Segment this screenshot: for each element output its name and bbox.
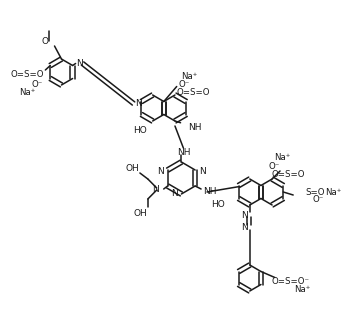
Text: OH: OH <box>133 210 147 219</box>
Text: N: N <box>171 188 177 197</box>
Text: Na⁺: Na⁺ <box>181 72 198 81</box>
Text: N: N <box>135 99 142 108</box>
Text: N: N <box>76 59 83 68</box>
Text: S=O: S=O <box>305 187 325 196</box>
Text: N: N <box>241 223 248 232</box>
Text: NH: NH <box>188 123 202 132</box>
Text: O=S=O: O=S=O <box>271 169 305 178</box>
Text: N: N <box>152 185 159 194</box>
Text: O=S=O: O=S=O <box>177 88 210 97</box>
Text: Na⁺: Na⁺ <box>325 187 341 196</box>
Text: O: O <box>41 36 49 45</box>
Text: Na⁺: Na⁺ <box>20 88 36 97</box>
Text: O⁻: O⁻ <box>268 162 280 171</box>
Text: N: N <box>157 166 164 175</box>
Text: O=S=O: O=S=O <box>11 70 44 79</box>
Text: Na⁺: Na⁺ <box>294 285 311 294</box>
Text: O⁻: O⁻ <box>31 80 43 89</box>
Text: O⁻: O⁻ <box>312 195 324 204</box>
Text: OH: OH <box>125 164 139 173</box>
Text: NH: NH <box>177 147 190 156</box>
Text: HO: HO <box>133 126 147 135</box>
Text: N: N <box>241 211 248 220</box>
Text: NH: NH <box>203 186 217 195</box>
Text: HO: HO <box>211 200 225 209</box>
Text: O=S=O⁻: O=S=O⁻ <box>272 277 310 286</box>
Text: N: N <box>199 166 206 175</box>
Text: Na⁺: Na⁺ <box>274 153 290 162</box>
Text: O⁻: O⁻ <box>179 80 190 89</box>
